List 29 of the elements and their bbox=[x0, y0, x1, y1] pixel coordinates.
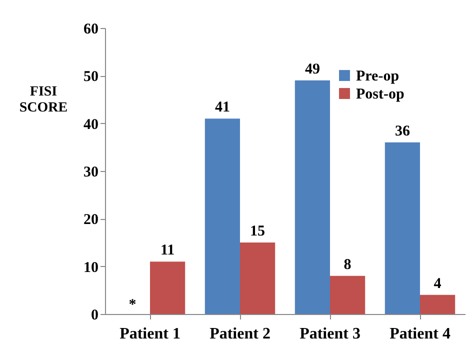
bar bbox=[384, 142, 420, 314]
bar bbox=[204, 118, 240, 314]
bar bbox=[150, 262, 186, 314]
legend-label: Post-op bbox=[356, 86, 404, 102]
y-tick-label: 60 bbox=[84, 22, 98, 38]
data-label: 8 bbox=[344, 256, 352, 273]
bar bbox=[330, 276, 366, 314]
data-label: 15 bbox=[250, 224, 266, 240]
data-label: 4 bbox=[434, 276, 442, 292]
bar bbox=[294, 80, 330, 314]
y-axis-title: FISI SCORE bbox=[19, 84, 68, 116]
y-tick-label: 50 bbox=[84, 69, 98, 86]
annotation: * bbox=[128, 297, 136, 313]
data-label: 41 bbox=[214, 100, 230, 116]
x-tick-label: Patient 4 bbox=[390, 326, 450, 342]
y-tick-label: 40 bbox=[84, 116, 98, 133]
y-tick-label: 0 bbox=[91, 308, 98, 324]
data-label: 36 bbox=[394, 123, 410, 140]
data-label: 11 bbox=[160, 242, 175, 259]
y-tick-label: 20 bbox=[84, 212, 98, 228]
legend-label: Pre-op bbox=[356, 68, 400, 84]
data-label: 49 bbox=[304, 61, 320, 78]
x-tick-label: Patient 3 bbox=[300, 326, 360, 342]
y-tick-label: 10 bbox=[84, 260, 98, 276]
x-tick-label: Patient 2 bbox=[210, 326, 270, 342]
bar bbox=[240, 242, 276, 314]
y-tick-label: 30 bbox=[84, 164, 98, 180]
bar bbox=[420, 294, 456, 314]
x-tick-label: Patient 1 bbox=[120, 326, 180, 342]
